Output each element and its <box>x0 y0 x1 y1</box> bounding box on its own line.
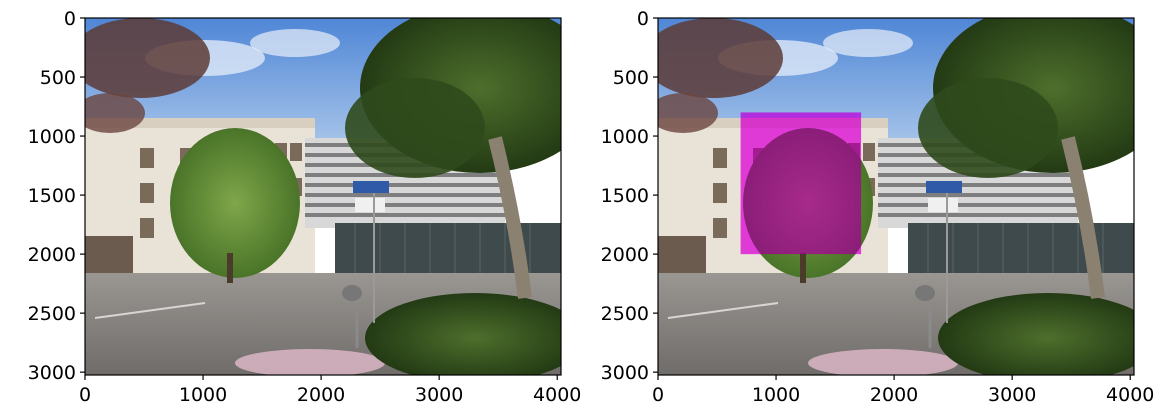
left-ytick-label: 0 <box>64 8 76 30</box>
left-ytick-label: 3000 <box>28 362 76 384</box>
right-ytick-label: 1000 <box>601 126 649 148</box>
left-xtick-label: 1000 <box>179 384 227 406</box>
left-xtick-label: 4000 <box>533 384 581 406</box>
photo-right <box>658 18 1134 375</box>
left-ytick-label: 2000 <box>28 244 76 266</box>
left-xtick-label: 3000 <box>415 384 463 406</box>
right-xtick-label: 2000 <box>870 384 918 406</box>
left-ytick-label: 1000 <box>28 126 76 148</box>
right-axes-frame <box>657 17 1135 376</box>
left-ytick-label: 500 <box>40 67 76 89</box>
right-ytick-label: 2000 <box>601 244 649 266</box>
right-xtick-label: 3000 <box>988 384 1036 406</box>
left-panel: 0 1000 2000 3000 4000 0 500 1000 1500 2000 2500 300… <box>28 8 582 406</box>
right-xtick-label: 4000 <box>1106 384 1154 406</box>
right-ytick-label: 3000 <box>601 362 649 384</box>
highlight-region-tint <box>740 112 862 255</box>
left-ytick-label: 1500 <box>28 185 76 207</box>
highlight-region <box>740 112 862 255</box>
right-ytick-label: 500 <box>613 67 649 89</box>
left-ytick-label: 2500 <box>28 303 76 325</box>
photo-left <box>85 18 561 375</box>
left-axis-ticks: 0 1000 2000 3000 4000 0 500 1000 1500 2000 2500 300… <box>28 8 582 406</box>
right-axis-ticks: 0 1000 2000 3000 4000 0 500 1000 1500 2000 2500 300… <box>601 8 1155 406</box>
right-panel: 0 1000 2000 3000 4000 0 500 1000 1500 2000 2500 300… <box>601 8 1155 406</box>
right-xtick-label: 0 <box>652 384 664 406</box>
right-ytick-label: 1500 <box>601 185 649 207</box>
left-xtick-label: 2000 <box>297 384 345 406</box>
left-xtick-label: 0 <box>79 384 91 406</box>
right-ytick-label: 2500 <box>601 303 649 325</box>
right-xtick-label: 1000 <box>752 384 800 406</box>
right-ytick-label: 0 <box>637 8 649 30</box>
left-axes-frame <box>84 17 562 376</box>
